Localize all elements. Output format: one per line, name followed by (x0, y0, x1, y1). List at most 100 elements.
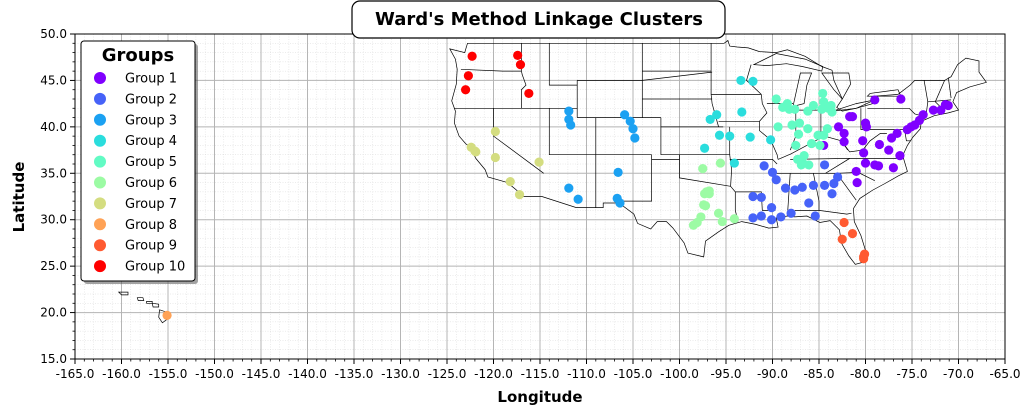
y-tick-label: 25.0 (40, 259, 67, 273)
y-tick-label: 40.0 (40, 120, 67, 134)
lake-huron (821, 72, 851, 100)
point-group-5 (782, 99, 792, 109)
point-group-1 (874, 139, 885, 150)
point-group-1 (858, 136, 868, 146)
point-group-7 (471, 147, 481, 157)
point-group-1 (847, 112, 858, 122)
state-border (818, 210, 852, 215)
x-tick-label: -75.0 (896, 367, 927, 381)
state-border (825, 172, 875, 182)
state-border (679, 154, 731, 187)
hawaii-kauai (117, 291, 129, 296)
chart-title-box: Ward's Method Linkage Clusters (351, 0, 726, 39)
point-group-9 (839, 217, 849, 228)
point-group-2 (797, 182, 807, 192)
state-border (746, 64, 762, 95)
x-tick-label: -65.0 (989, 367, 1020, 381)
legend-label: Group 5 (125, 155, 177, 170)
legend-title: Groups (102, 45, 174, 66)
point-group-5 (808, 100, 819, 111)
point-group-3 (564, 106, 574, 116)
point-group-3 (620, 110, 630, 120)
state-border (759, 94, 779, 160)
x-tick-label: -80.0 (850, 367, 881, 381)
point-group-1 (860, 158, 871, 168)
lake-michigan (792, 72, 813, 107)
lake-superior (752, 53, 824, 72)
point-group-1 (851, 166, 861, 177)
point-group-1 (859, 148, 869, 158)
point-group-3 (625, 116, 635, 126)
state-border (642, 71, 713, 81)
point-group-4 (700, 143, 710, 153)
point-group-5 (773, 122, 783, 132)
point-group-7 (490, 126, 500, 137)
point-group-2 (780, 183, 791, 193)
point-group-6 (704, 186, 714, 196)
point-group-4 (748, 76, 758, 86)
point-group-5 (793, 129, 804, 139)
point-group-6 (698, 164, 708, 174)
point-group-4 (725, 131, 735, 141)
legend-label: Group 1 (125, 72, 177, 87)
legend-marker (94, 92, 106, 105)
point-group-9 (847, 229, 858, 239)
point-group-5 (815, 140, 825, 151)
state-border (860, 108, 905, 130)
legend-marker (94, 218, 106, 231)
point-group-10 (467, 51, 477, 61)
basemap-us-states (117, 39, 987, 324)
legend-marker (94, 72, 106, 84)
y-axis-ticks: 15.0 20.0 25.0 30.0 35.0 40.0 45.0 50.0 (40, 27, 75, 366)
point-group-10 (463, 71, 473, 81)
point-group-4 (737, 107, 747, 117)
x-tick-label: -135.0 (335, 367, 374, 381)
point-group-7 (490, 152, 500, 163)
y-axis-label: Latitude (10, 162, 28, 233)
legend-entries: Group 1 Group 2 Group 3 Group 4 Group 5 Group… (94, 72, 185, 275)
point-group-10 (513, 50, 523, 60)
point-group-7 (514, 190, 525, 200)
point-group-1 (884, 145, 894, 155)
point-group-1 (861, 122, 872, 132)
point-group-2 (833, 172, 843, 182)
legend-marker (94, 176, 106, 189)
point-group-1 (943, 100, 953, 111)
state-border (618, 154, 652, 202)
point-group-10 (524, 88, 534, 99)
point-group-3 (613, 167, 623, 177)
x-axis-ticks: -165.0 -160.0 -155.0 -150.0 -145.0 -140.0 -135… (56, 359, 1021, 381)
point-group-2 (759, 161, 769, 171)
point-group-3 (573, 194, 583, 204)
point-group-5 (803, 106, 813, 116)
point-group-6 (699, 200, 709, 210)
legend-marker (94, 197, 106, 210)
point-group-5 (794, 118, 805, 128)
point-group-2 (767, 167, 778, 177)
point-group-9 (837, 234, 847, 244)
state-border (927, 99, 952, 103)
point-group-1 (918, 110, 928, 120)
legend-marker (94, 134, 106, 147)
state-border (787, 173, 791, 217)
y-tick-label: 20.0 (40, 306, 67, 320)
point-group-3 (564, 183, 574, 193)
legend-marker (94, 155, 106, 168)
point-group-2 (810, 211, 820, 221)
hawaii-oahu (136, 297, 145, 301)
x-tick-label: -85.0 (803, 367, 834, 381)
point-group-2 (776, 212, 786, 222)
x-tick-label: -115.0 (521, 367, 560, 381)
point-group-1 (839, 128, 849, 138)
point-group-4 (705, 114, 715, 125)
point-group-9 (859, 252, 869, 262)
point-group-4 (766, 135, 776, 145)
point-group-5 (822, 124, 832, 134)
point-group-3 (566, 120, 576, 130)
point-group-1 (895, 151, 905, 161)
legend-label: Group 3 (125, 113, 177, 128)
x-tick-label: -140.0 (288, 367, 327, 381)
lake-ontario (866, 89, 902, 97)
point-group-10 (461, 85, 471, 95)
y-tick-label: 50.0 (40, 27, 67, 41)
